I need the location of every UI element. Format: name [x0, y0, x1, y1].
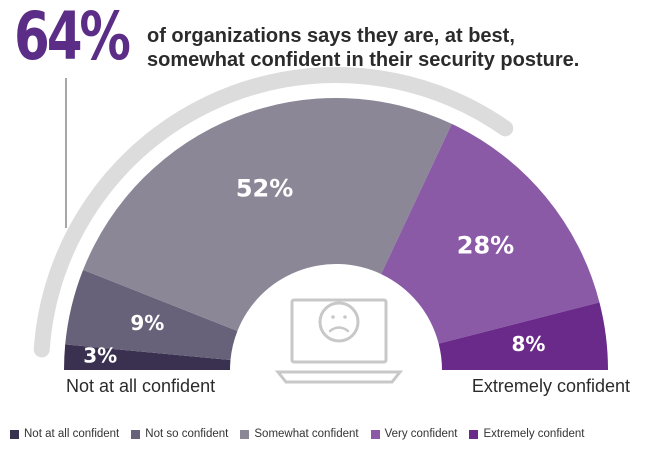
legend-item-1: Not so confident [131, 428, 228, 440]
gauge-slice-4 [438, 302, 608, 370]
legend-item-3: Very confident [370, 428, 458, 440]
right-end-label: Extremely confident [471, 376, 630, 396]
left-end-label: Not at all confident [66, 376, 216, 396]
slice-value-label-1: 9% [130, 311, 164, 335]
gauge-slice-0 [64, 344, 231, 370]
legend-item-2: Somewhat confident [240, 428, 359, 440]
slice-value-label-2: 52% [236, 175, 293, 203]
legend-label: Somewhat confident [254, 428, 359, 440]
gauge-slice-3 [381, 123, 600, 344]
slice-value-label-0: 3% [83, 344, 117, 368]
legend-label: Not at all confident [24, 428, 120, 440]
legend-label: Not so confident [145, 428, 229, 440]
slice-value-label-4: 8% [511, 332, 545, 356]
gauge-slice-2 [83, 97, 452, 331]
headline-text: of organizations says they are, at best,… [147, 25, 580, 71]
legend-swatch [240, 429, 250, 439]
legend-item-4: Extremely confident [469, 428, 584, 440]
gauge-track [33, 67, 514, 358]
legend-swatch [469, 429, 479, 439]
legend-swatch [370, 429, 380, 439]
headline-percentage: 64% [14, 0, 131, 75]
legend-item-0: Not at all confident [10, 428, 119, 440]
sad-laptop-icon [274, 298, 404, 384]
slice-value-label-3: 28% [457, 231, 514, 259]
legend-label: Very confident [384, 428, 458, 440]
legend-swatch [10, 429, 19, 439]
legend-label: Extremely confident [483, 428, 585, 440]
gauge-slice-1 [65, 269, 238, 361]
legend-swatch [131, 429, 141, 439]
legend: Not at all confident Not so confident Some… [10, 428, 650, 440]
